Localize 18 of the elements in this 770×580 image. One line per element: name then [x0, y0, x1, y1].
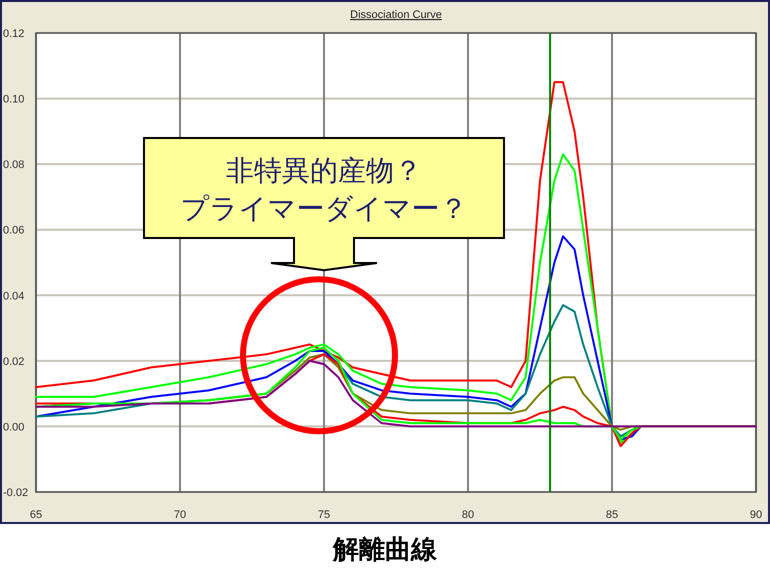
annotation: プライマーダイマー？ [180, 193, 468, 224]
x-tick-label: 70 [174, 509, 186, 521]
y-tick-label: 0.04 [3, 290, 24, 302]
y-tick-label: 0.06 [3, 224, 24, 237]
y-tick-label: -0.02 [3, 487, 28, 499]
y-tick-label: 0.10 [3, 94, 24, 106]
y-tick-label: 0.00 [3, 421, 24, 434]
x-tick-label: 80 [462, 509, 474, 521]
y-tick-label: 0.12 [3, 28, 24, 40]
x-tick-label: 75 [318, 509, 330, 521]
x-tick-label: 90 [750, 509, 762, 521]
y-tick-label: 0.08 [3, 159, 24, 172]
text: 解離曲線 [332, 534, 438, 564]
y-tick-label: 0.02 [3, 356, 24, 368]
x-tick-label: 85 [606, 509, 618, 521]
x-tick-label: 65 [30, 509, 42, 521]
chart-title: Dissociation Curve [350, 9, 442, 21]
annotation: 非特異的産物？ [226, 155, 422, 186]
